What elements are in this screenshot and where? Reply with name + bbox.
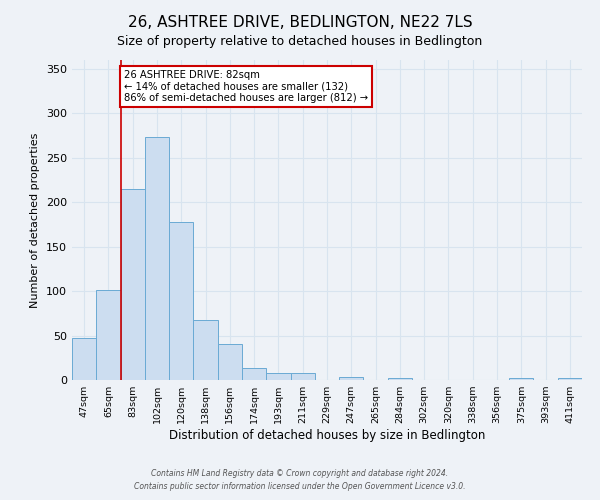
- Bar: [388, 378, 412, 380]
- Text: 26, ASHTREE DRIVE, BEDLINGTON, NE22 7LS: 26, ASHTREE DRIVE, BEDLINGTON, NE22 7LS: [128, 15, 472, 30]
- Bar: [72, 338, 96, 380]
- Bar: [193, 320, 218, 380]
- Bar: [218, 344, 242, 380]
- Text: Contains HM Land Registry data © Crown copyright and database right 2024.
Contai: Contains HM Land Registry data © Crown c…: [134, 470, 466, 491]
- Bar: [242, 368, 266, 380]
- Bar: [266, 373, 290, 380]
- Text: Size of property relative to detached houses in Bedlington: Size of property relative to detached ho…: [118, 35, 482, 48]
- Bar: [558, 378, 582, 380]
- Bar: [169, 222, 193, 380]
- Bar: [121, 189, 145, 380]
- Bar: [509, 378, 533, 380]
- X-axis label: Distribution of detached houses by size in Bedlington: Distribution of detached houses by size …: [169, 429, 485, 442]
- Bar: [145, 138, 169, 380]
- Y-axis label: Number of detached properties: Number of detached properties: [31, 132, 40, 308]
- Text: 26 ASHTREE DRIVE: 82sqm
← 14% of detached houses are smaller (132)
86% of semi-d: 26 ASHTREE DRIVE: 82sqm ← 14% of detache…: [124, 70, 368, 103]
- Bar: [339, 378, 364, 380]
- Bar: [290, 373, 315, 380]
- Bar: [96, 290, 121, 380]
